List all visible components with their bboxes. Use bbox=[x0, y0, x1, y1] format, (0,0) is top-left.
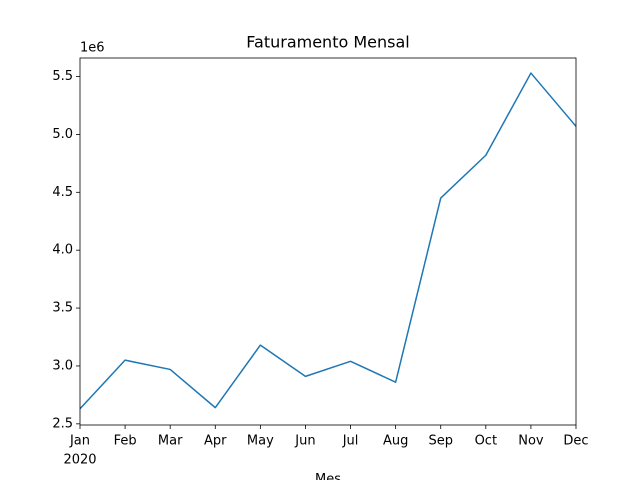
x-tick-label: Apr bbox=[204, 434, 227, 449]
y-tick-label: 3.5 bbox=[52, 301, 73, 316]
x-tick-label: Mar bbox=[158, 434, 183, 449]
x-tick-label: Jun bbox=[294, 434, 315, 449]
y-tick-label: 5.5 bbox=[52, 69, 73, 84]
y-tick-label: 5.0 bbox=[52, 127, 73, 142]
plot-frame bbox=[79, 57, 577, 426]
y-tick-label: 2.5 bbox=[52, 416, 73, 431]
x-tick-label: Dec bbox=[563, 434, 588, 449]
x-tick-label: Feb bbox=[114, 434, 137, 449]
x-tick-label: Sep bbox=[428, 434, 453, 449]
y-offset-label: 1e6 bbox=[80, 41, 105, 56]
x-tick-label: Oct bbox=[475, 434, 497, 449]
x-tick-label: Jul bbox=[342, 434, 359, 449]
y-tick-label: 4.0 bbox=[52, 243, 73, 258]
x-tick-label: Nov bbox=[518, 434, 544, 449]
chart-title: Faturamento Mensal bbox=[246, 33, 409, 52]
x-axis-label: Mes bbox=[315, 472, 341, 480]
x-year-label: 2020 bbox=[63, 453, 96, 468]
x-tick-label: May bbox=[247, 434, 274, 449]
y-tick-label: 3.0 bbox=[52, 358, 73, 373]
x-tick-label: Aug bbox=[383, 434, 408, 449]
y-tick-label: 4.5 bbox=[52, 185, 73, 200]
line-series bbox=[79, 72, 577, 410]
x-tick-label: Jan bbox=[69, 434, 90, 449]
